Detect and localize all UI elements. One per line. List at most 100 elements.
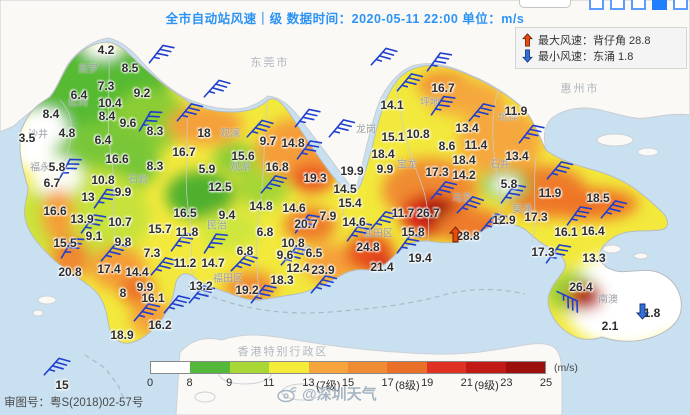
min-wind-marker-icon: [636, 303, 649, 320]
station-wind-value: 11.9: [538, 186, 562, 200]
region-label: 惠州市: [560, 83, 600, 95]
station-wind-value: 28.8: [456, 229, 480, 243]
scale-tick-label: 15: [341, 377, 355, 389]
station-wind-value: 9.9: [136, 280, 154, 294]
scale-tick-label: 17: [381, 377, 394, 389]
max-wind-row: 最大风速：背仔角 28.8: [522, 32, 680, 48]
region-label: 盐田区: [363, 228, 393, 240]
station-wind-value: 19.9: [340, 164, 364, 178]
pager-dot-active[interactable]: [652, 0, 667, 10]
region-label: 坑梓: [498, 112, 518, 124]
pager-dot[interactable]: [589, 0, 604, 10]
map-approval-number: 审图号：粤S(2018)02-57号: [4, 397, 144, 409]
pager-pill[interactable]: [519, 0, 571, 8]
station-wind-value: 5.8: [48, 160, 66, 174]
scale-tick-label: 19: [421, 377, 434, 389]
island: [32, 309, 44, 317]
station-wind-value: 16.4: [581, 224, 605, 238]
down-arrow-icon: [522, 49, 533, 63]
scale-tick-label: 21: [460, 377, 473, 389]
island: [194, 391, 216, 403]
station-wind-value: 15.6: [231, 149, 255, 163]
station-wind-value: 14.4: [125, 265, 149, 279]
region-label: 东莞市: [250, 57, 290, 69]
station-wind-value: 8.4: [98, 109, 116, 123]
station-wind-value: 9.6: [119, 116, 137, 130]
region-label: 石井: [490, 159, 510, 171]
station-wind-value: 15: [55, 378, 69, 392]
max-wind-marker-icon: [449, 226, 462, 243]
station-wind-value: 7.3: [143, 246, 161, 260]
scale-tick-label: 13: [302, 377, 315, 389]
station-wind-value: 9.2: [133, 86, 151, 100]
station-wind-value: 14.6: [282, 201, 306, 215]
region-label: 民治: [207, 220, 227, 232]
pager-dot[interactable]: [673, 0, 688, 10]
station-wind-value: 10.7: [108, 215, 132, 229]
station-wind-value: 4.8: [58, 126, 76, 140]
station-wind-value: 14.1: [380, 98, 404, 112]
station-wind-value: 6.5: [305, 246, 323, 260]
up-arrow-icon: [522, 33, 533, 47]
station-wind-value: 16.6: [43, 204, 67, 218]
station-wind-value: 11.9: [504, 104, 528, 118]
extremes-box: 最大风速：背仔角 28.8 最小风速：东涌 1.8: [515, 27, 687, 69]
station-wind-value: 11.7: [391, 206, 415, 220]
station-wind-value: 20.8: [58, 265, 82, 279]
scale-tick-label: 0: [146, 377, 154, 389]
region-label: 香港特别行政区: [237, 346, 329, 358]
station-wind-value: 10.4: [98, 96, 122, 110]
maritime-boundary: [84, 285, 526, 403]
scale-unit: (m/s): [554, 362, 578, 374]
station-wind-value: 13.3: [582, 251, 606, 265]
station-wind-value: 14.2: [452, 168, 476, 182]
station-wind-value: 16.8: [265, 160, 289, 174]
station-wind-value: 17.3: [531, 245, 555, 259]
station-wind-value: 14.8: [281, 136, 305, 150]
station-wind-value: 8.5: [121, 61, 139, 75]
station-wind-value: 8.4: [42, 107, 60, 121]
scale-level-label: (9级): [474, 380, 499, 392]
station-wind-value: 26.7: [416, 206, 440, 220]
station-wind-value: 3.5: [18, 131, 36, 145]
region-label: 坪地: [420, 97, 440, 109]
station-wind-value: 6.4: [70, 88, 88, 102]
pager-dot[interactable]: [610, 0, 625, 10]
region-label: 观湖: [230, 162, 250, 174]
station-wind-value: 10.8: [406, 127, 430, 141]
station-wind-value: 19.3: [303, 171, 327, 185]
station-wind-value: 18.5: [586, 191, 610, 205]
scale-tick-label: 23: [500, 377, 513, 389]
station-wind-value: 15.7: [148, 222, 172, 236]
scale-segment: [190, 362, 230, 373]
scale-level-label: (8级): [395, 380, 420, 392]
station-wind-value: 11.8: [175, 225, 199, 239]
station-wind-value: 16.1: [141, 291, 165, 305]
region-label: 葵涌: [512, 204, 532, 216]
region-label: 马峦: [452, 193, 472, 205]
pager-dots: [519, 0, 688, 10]
station-wind-value: 5.9: [198, 162, 216, 176]
station-wind-value: 10.8: [91, 173, 115, 187]
scale-level-label: (7级): [315, 380, 341, 392]
region-label: 福田区: [213, 273, 243, 285]
station-wind-value: 8.6: [438, 139, 456, 153]
scale-tick-label: 9: [226, 377, 233, 389]
region-label: 观澜: [220, 128, 240, 140]
station-wind-value: 14.7: [201, 256, 225, 270]
island: [633, 252, 649, 260]
station-wind-value: 14.5: [333, 182, 357, 196]
station-wind-value: 18.4: [371, 147, 395, 161]
station-wind-value: 9.1: [85, 229, 103, 243]
station-wind-value: 8: [119, 286, 127, 300]
station-wind-value: 15.4: [338, 196, 362, 210]
station-wind-value: 13.4: [505, 149, 529, 163]
hongkong-land: [175, 334, 563, 415]
island: [596, 133, 634, 147]
station-wind-value: 14.6: [342, 215, 366, 229]
pager-dot[interactable]: [631, 0, 646, 10]
station-wind-value: 16.1: [554, 225, 578, 239]
scale-segment: [348, 362, 388, 373]
station-wind-value: 8.3: [146, 124, 164, 138]
